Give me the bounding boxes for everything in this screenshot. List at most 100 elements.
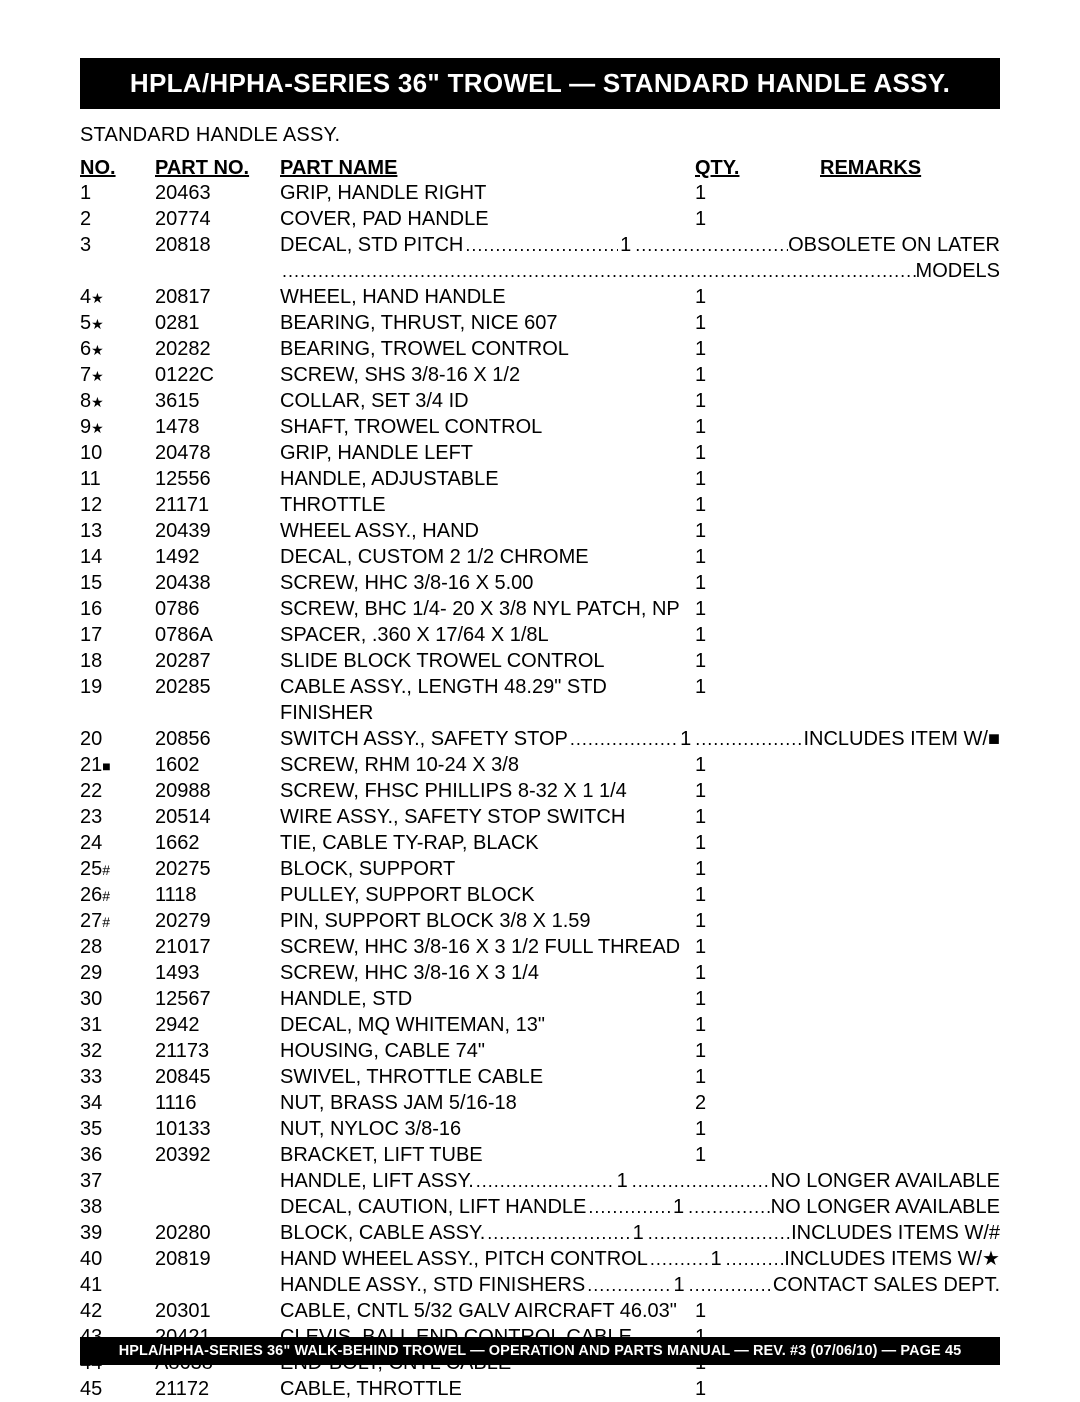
table-row: 141492DECAL, CUSTOM 2 1/2 CHROME1 <box>80 544 1000 570</box>
cell-part: 1493 <box>155 960 280 986</box>
table-row: 3012567HANDLE, STD1 <box>80 986 1000 1012</box>
hdr-no: NO. <box>80 157 155 180</box>
cell-part: 1116 <box>155 1090 280 1116</box>
cell-name: WIRE ASSY., SAFETY STOP SWITCH <box>280 804 695 830</box>
cell-no: 25# <box>80 856 155 882</box>
cell-qty: 1 <box>695 1142 765 1168</box>
cell-name: PULLEY, SUPPORT BLOCK <box>280 882 695 908</box>
cell-part: 20275 <box>155 856 280 882</box>
cell-name: SHAFT, TROWEL CONTROL <box>280 414 695 440</box>
cell-part: 20817 <box>155 284 280 310</box>
cell-qty: 1 <box>695 180 765 206</box>
cell-part: 20856 <box>155 726 280 752</box>
cell-qty: 1 <box>695 570 765 596</box>
section-subtitle: STANDARD HANDLE ASSY. <box>80 124 1000 147</box>
cell-part: 1662 <box>155 830 280 856</box>
table-row: 1920285CABLE ASSY., LENGTH 48.29" STD FI… <box>80 674 1000 726</box>
cell-qty: 1 <box>695 1012 765 1038</box>
table-row: 26#1118PULLEY, SUPPORT BLOCK1 <box>80 882 1000 908</box>
cell-part: 20845 <box>155 1064 280 1090</box>
cell-qty: 1 <box>695 934 765 960</box>
cell-part: 21017 <box>155 934 280 960</box>
cell-name: HANDLE ASSY., STD FINISHERS <box>280 1272 585 1298</box>
cell-part: 20438 <box>155 570 280 596</box>
cell-no: 9★ <box>80 414 155 440</box>
cell-part: 20392 <box>155 1142 280 1168</box>
cell-no: 22 <box>80 778 155 804</box>
cell-part: 20463 <box>155 180 280 206</box>
cell-part: 20282 <box>155 336 280 362</box>
cell-name: CABLE, CNTL 5/32 GALV AIRCRAFT 46.03" <box>280 1298 695 1324</box>
cell-part: 20774 <box>155 206 280 232</box>
cell-qty: 1 <box>695 960 765 986</box>
table-row: 38DECAL, CAUTION, LIFT HANDLE ..........… <box>80 1194 1000 1220</box>
leader-dots: ........................................… <box>485 1222 630 1245</box>
cell-qty: 1 <box>695 1298 765 1324</box>
table-row: 1112556HANDLE, ADJUSTABLE1 <box>80 466 1000 492</box>
cell-part: 20279 <box>155 908 280 934</box>
cell-qty: 1 <box>695 440 765 466</box>
cell-no: 45 <box>80 1376 155 1402</box>
cell-qty: 1 <box>695 466 765 492</box>
cell-name: SCREW, HHC 3/8-16 X 5.00 <box>280 570 695 596</box>
cell-no: 21■ <box>80 752 155 778</box>
cell-name: SCREW, BHC 1/4- 20 X 3/8 NYL PATCH, NP <box>280 596 695 622</box>
leader-dots: ........................................… <box>568 728 678 751</box>
cell-no: 34 <box>80 1090 155 1116</box>
cell-no: 32 <box>80 1038 155 1064</box>
leader-dots: ........................................… <box>630 1170 771 1193</box>
cell-name: BLOCK, CABLE ASSY. <box>280 1220 485 1246</box>
cell-qty: 1 <box>695 986 765 1012</box>
cell-name: BRACKET, LIFT TUBE <box>280 1142 695 1168</box>
cell-name: HANDLE, STD <box>280 986 695 1012</box>
cell-part: 12567 <box>155 986 280 1012</box>
cell-name: DECAL, STD PITCH <box>280 232 463 258</box>
cell-part: 20478 <box>155 440 280 466</box>
cell-qty: 1 <box>709 1246 724 1272</box>
cell-no: 4★ <box>80 284 155 310</box>
leader-dots: ........................................… <box>646 1222 791 1245</box>
table-row: 4220301CABLE, CNTL 5/32 GALV AIRCRAFT 46… <box>80 1298 1000 1324</box>
cell-name: SCREW, SHS 3/8-16 X 1/2 <box>280 362 695 388</box>
cell-part: 3615 <box>155 388 280 414</box>
cell-name: HANDLE, LIFT ASSY. <box>280 1168 474 1194</box>
cell-qty: 1 <box>695 882 765 908</box>
cell-no: 3 <box>80 232 155 258</box>
cell-qty: 1 <box>695 518 765 544</box>
table-row: 220774COVER, PAD HANDLE1 <box>80 206 1000 232</box>
table-row: 120463GRIP, HANDLE RIGHT1 <box>80 180 1000 206</box>
cell-name: HAND WHEEL ASSY., PITCH CONTROL <box>280 1246 648 1272</box>
cell-no: 24 <box>80 830 155 856</box>
cell-qty: 1 <box>672 1272 687 1298</box>
cell-part: 10133 <box>155 1116 280 1142</box>
cell-name: DECAL, CUSTOM 2 1/2 CHROME <box>280 544 695 570</box>
cell-name: COLLAR, SET 3/4 ID <box>280 388 695 414</box>
cell-name: WHEEL ASSY., HAND <box>280 518 695 544</box>
cell-no: 1 <box>80 180 155 206</box>
hdr-name: PART NAME <box>280 157 695 180</box>
cell-no: 26# <box>80 882 155 908</box>
cell-qty: 1 <box>695 1376 765 1402</box>
table-row: 4521172CABLE, THROTTLE1 <box>80 1376 1000 1402</box>
table-row: 8★3615COLLAR, SET 3/4 ID1 <box>80 388 1000 414</box>
cell-part: 1478 <box>155 414 280 440</box>
table-row: 2320514WIRE ASSY., SAFETY STOP SWITCH1 <box>80 804 1000 830</box>
cell-no: 14 <box>80 544 155 570</box>
cell-part: 0786A <box>155 622 280 648</box>
cell-no: 29 <box>80 960 155 986</box>
cell-no: 30 <box>80 986 155 1012</box>
table-row: 4020819HAND WHEEL ASSY., PITCH CONTROL .… <box>80 1246 1000 1272</box>
table-row: 241662TIE, CABLE TY-RAP, BLACK1 <box>80 830 1000 856</box>
table-row: 1020478GRIP, HANDLE LEFT1 <box>80 440 1000 466</box>
hdr-qty: QTY. <box>695 157 765 180</box>
cell-name: SCREW, RHM 10-24 X 3/8 <box>280 752 695 778</box>
cell-name: GRIP, HANDLE RIGHT <box>280 180 695 206</box>
leader-dots: ........................................… <box>686 1196 771 1219</box>
cell-no: 20 <box>80 726 155 752</box>
cell-name: BLOCK, SUPPORT <box>280 856 695 882</box>
cell-qty: 1 <box>695 284 765 310</box>
cell-qty: 1 <box>695 206 765 232</box>
cell-part: 20988 <box>155 778 280 804</box>
cell-rem: MODELS <box>916 258 1000 284</box>
table-row: 4★20817WHEEL, HAND HANDLE1 <box>80 284 1000 310</box>
